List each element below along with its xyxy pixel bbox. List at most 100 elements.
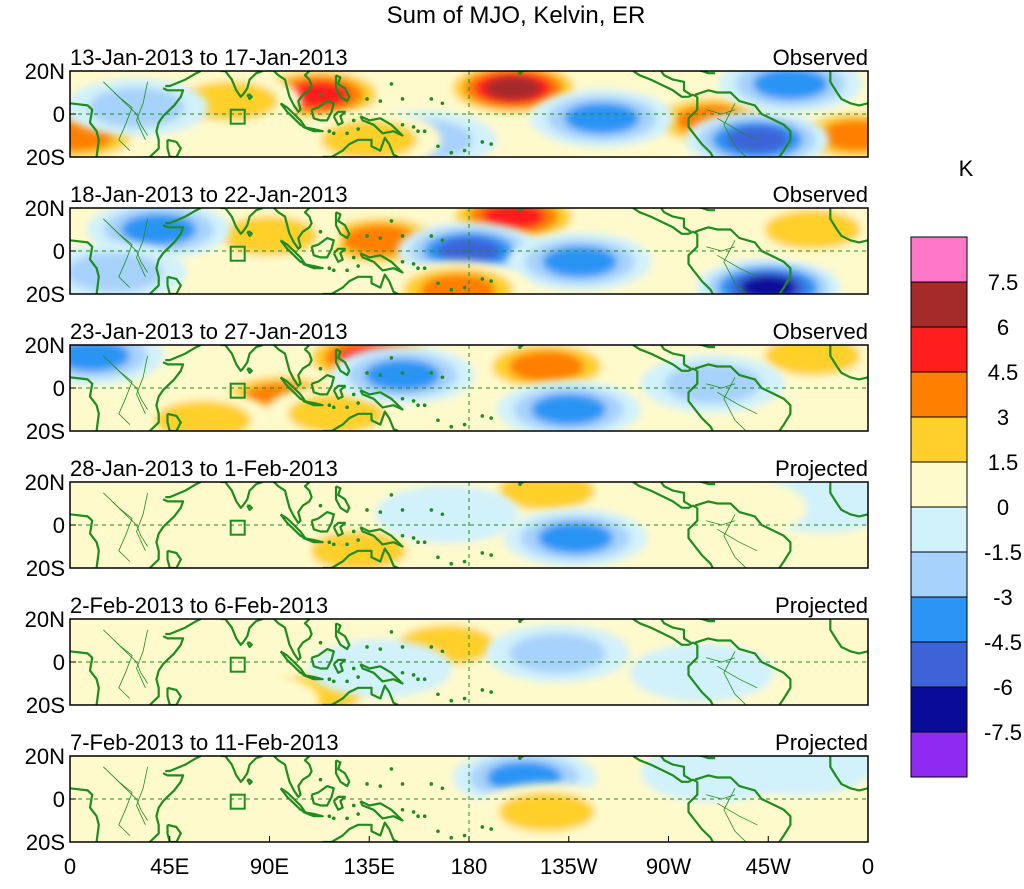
coastline	[334, 211, 351, 240]
panel-plot	[70, 208, 868, 294]
contour-band	[531, 393, 607, 426]
island	[422, 403, 427, 408]
coastline	[687, 233, 714, 294]
island	[331, 131, 336, 136]
island	[462, 285, 467, 290]
anomaly-feature	[308, 639, 453, 698]
country-border	[103, 629, 133, 699]
contour-band	[729, 756, 868, 796]
country-border	[136, 81, 148, 140]
country-border	[136, 629, 148, 688]
box-icon	[229, 382, 246, 399]
island	[351, 392, 356, 397]
coastline	[632, 71, 698, 98]
coastline	[694, 774, 792, 842]
anomaly-field	[175, 619, 774, 705]
panel-plot	[70, 345, 868, 431]
island	[489, 690, 493, 694]
coastline	[687, 507, 714, 568]
island	[436, 555, 440, 560]
island	[416, 403, 420, 408]
island	[429, 371, 434, 375]
coastline	[166, 686, 182, 705]
island	[440, 238, 445, 243]
coastline	[687, 96, 714, 157]
contour-band	[374, 485, 519, 544]
coastline	[632, 756, 698, 783]
country-border	[114, 229, 148, 273]
island	[480, 140, 485, 144]
y-tick-label: 0	[53, 513, 65, 538]
island	[449, 835, 454, 840]
panel-date-range: 2-Feb-2013 to 6-Feb-2013	[70, 593, 328, 618]
island	[378, 373, 383, 377]
country-border	[717, 665, 758, 689]
island	[345, 542, 349, 547]
island	[436, 418, 440, 423]
coastline	[302, 673, 324, 681]
coastline	[310, 784, 335, 807]
island	[327, 266, 332, 271]
coastline	[687, 781, 714, 842]
panel-plot	[70, 71, 868, 157]
colorbar-label: 7.5	[988, 270, 1019, 295]
anomaly-feature	[530, 89, 674, 148]
country-border	[706, 246, 736, 252]
anomaly-feature	[70, 78, 209, 137]
country-border	[103, 492, 133, 562]
coastline	[694, 226, 792, 294]
country-border	[136, 492, 148, 551]
coastline	[149, 635, 185, 705]
anomaly-feature	[474, 782, 619, 841]
y-tick-label: 0	[53, 376, 65, 401]
coastline	[302, 536, 324, 544]
contour-band	[663, 482, 807, 537]
island	[462, 148, 467, 153]
island	[345, 268, 349, 273]
anomaly-feature	[629, 643, 774, 702]
coastline	[70, 650, 100, 705]
country-border	[114, 503, 148, 547]
country-border	[103, 355, 133, 425]
colorbar-label: 6	[997, 315, 1009, 340]
coastline	[220, 71, 264, 98]
island	[440, 649, 445, 654]
coastlines	[70, 71, 868, 157]
island	[429, 645, 434, 649]
island	[489, 416, 493, 420]
coastline	[310, 374, 335, 396]
island	[518, 208, 522, 212]
island	[422, 540, 427, 544]
country-border	[723, 788, 747, 842]
island	[389, 630, 394, 634]
x-tick-label: 45W	[746, 854, 791, 879]
island	[400, 782, 405, 786]
island	[411, 262, 416, 266]
contour-band	[485, 76, 542, 101]
island	[400, 670, 405, 675]
colorbar-swatch	[910, 551, 968, 598]
island	[416, 540, 420, 544]
coastline	[829, 482, 868, 518]
coastline	[334, 485, 351, 514]
coastline	[829, 208, 868, 244]
coastline	[310, 647, 335, 670]
island	[351, 803, 356, 808]
coastline	[334, 759, 351, 788]
panel-plot	[70, 756, 868, 842]
anomaly-feature	[729, 756, 868, 796]
island	[489, 827, 493, 831]
x-tick-label: 90W	[646, 854, 691, 879]
coastline	[165, 756, 202, 773]
box-icon	[229, 656, 246, 673]
island	[327, 540, 332, 544]
y-tick-label: 0	[53, 650, 65, 675]
y-tick-label: 20N	[25, 59, 65, 84]
country-border	[717, 254, 758, 278]
coastline	[166, 823, 182, 842]
colorbar-label: 1.5	[988, 450, 1019, 475]
y-tick-label: 20N	[25, 333, 65, 358]
country-border	[114, 92, 148, 136]
contour-band	[537, 522, 614, 554]
coastline	[149, 772, 185, 842]
